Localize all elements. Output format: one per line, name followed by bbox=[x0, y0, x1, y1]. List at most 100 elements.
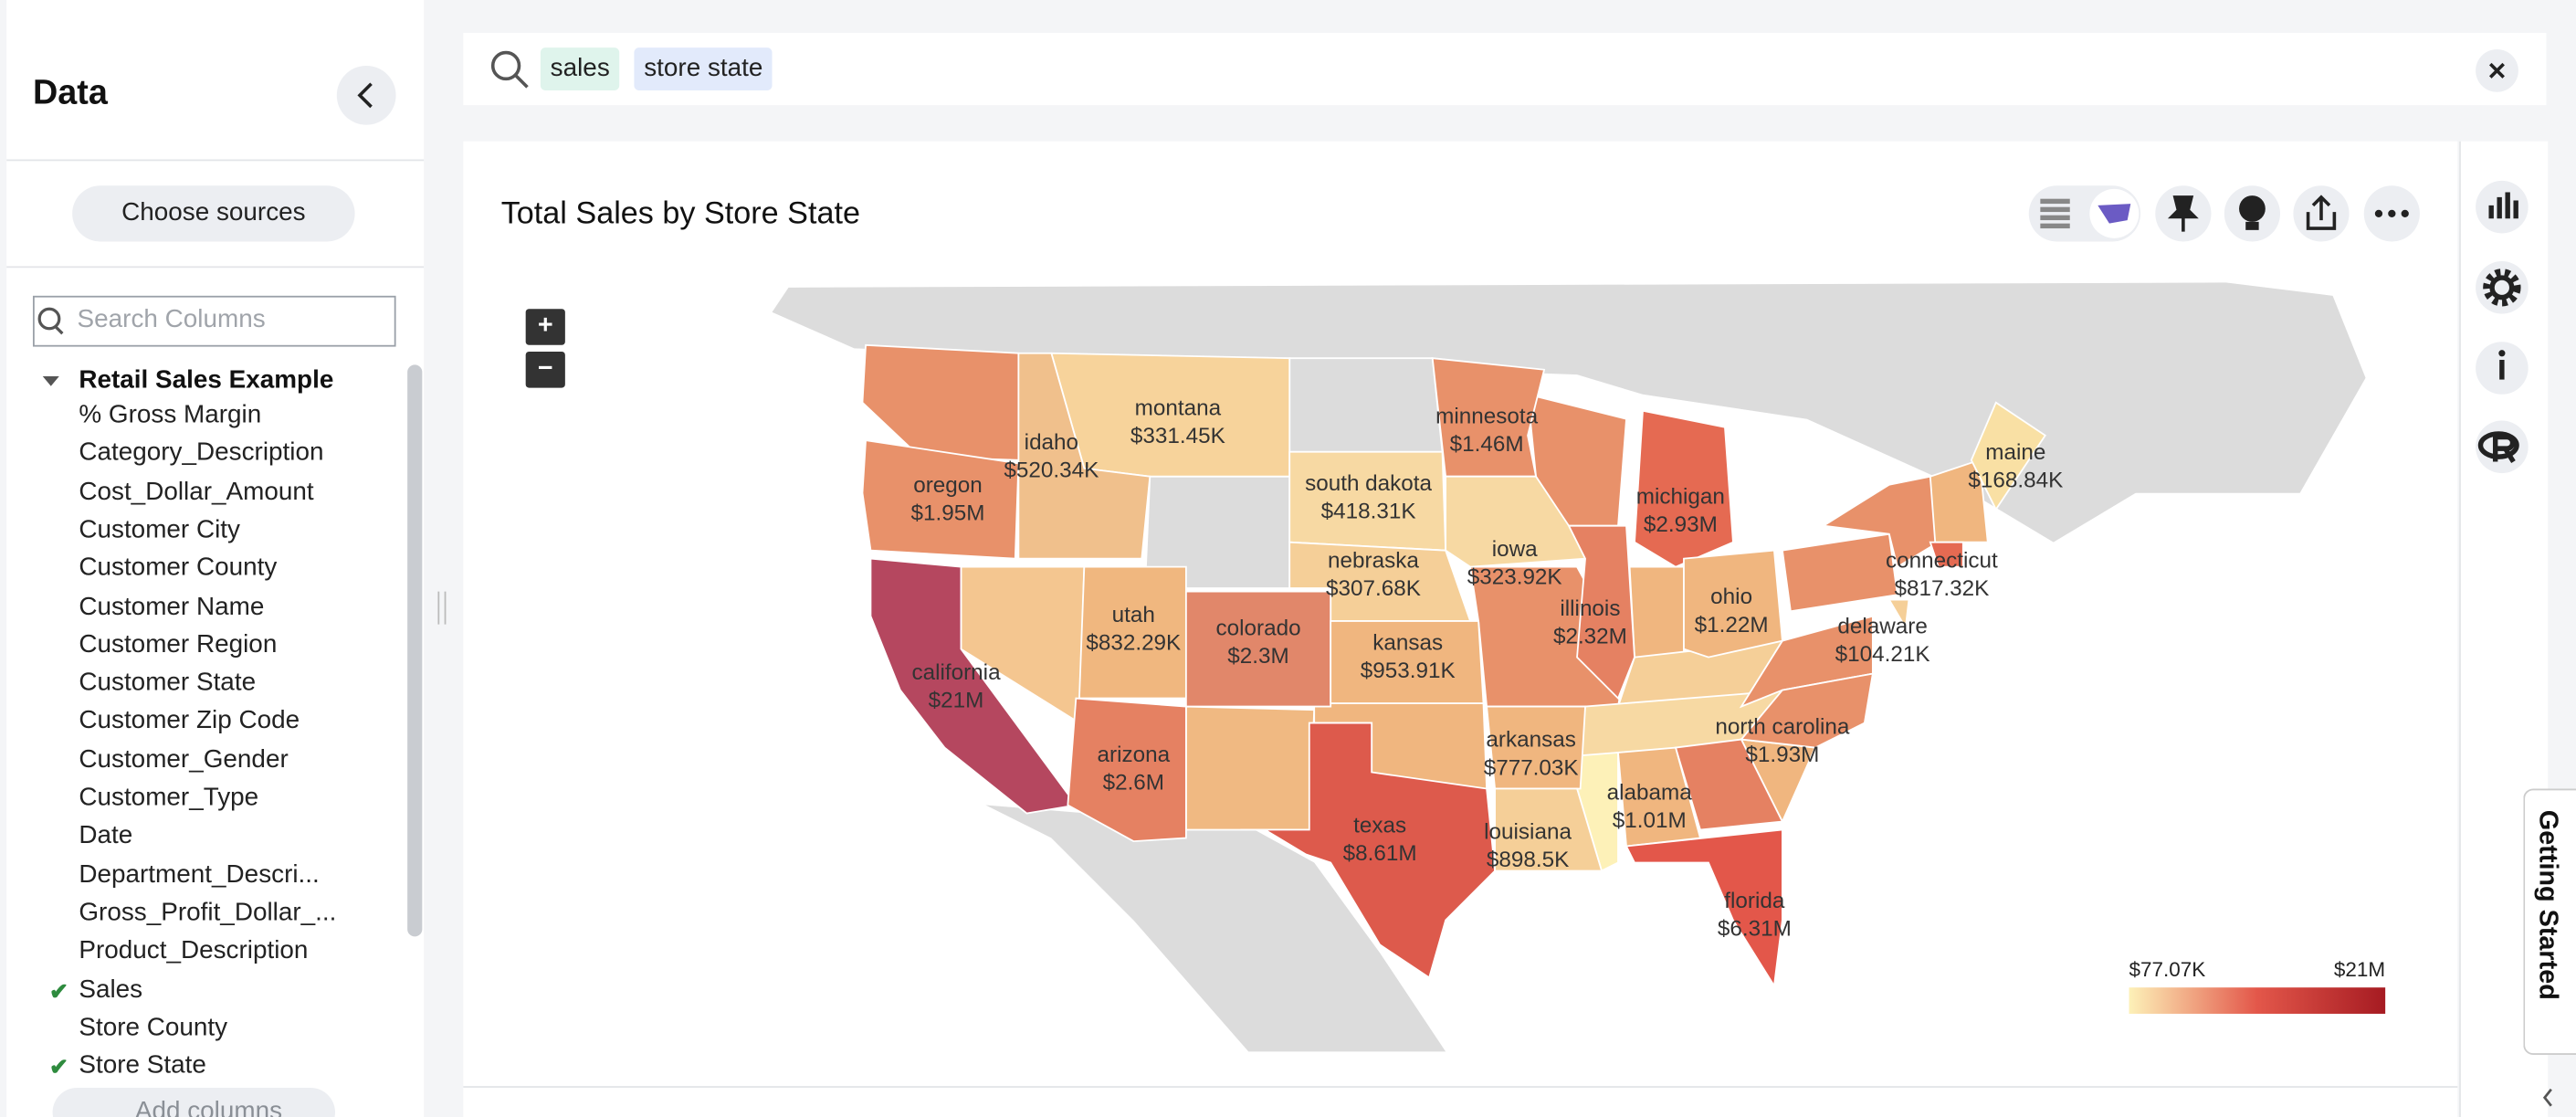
state bbox=[1929, 541, 1964, 568]
column-item[interactable]: Customer City bbox=[79, 515, 240, 544]
r-letter bbox=[2492, 434, 2516, 463]
state-name: north carolina bbox=[1715, 714, 1850, 739]
scrollbar bbox=[407, 364, 423, 937]
state-name: idaho bbox=[1025, 430, 1078, 455]
state-value: $104.21K bbox=[1835, 642, 1930, 667]
state-name: delaware bbox=[1837, 615, 1927, 639]
resize-handle[interactable] bbox=[437, 591, 447, 625]
state-value: $168.84K bbox=[1968, 469, 2063, 493]
search-token[interactable]: store state bbox=[634, 47, 773, 90]
clear-icon bbox=[2489, 62, 2505, 79]
column-item[interactable]: Store State bbox=[79, 1051, 206, 1080]
state bbox=[1683, 549, 1783, 659]
state-name: arizona bbox=[1098, 743, 1171, 767]
column-item[interactable]: Store County bbox=[79, 1013, 228, 1042]
state-value: $832.29K bbox=[1086, 631, 1181, 656]
state-value: $777.03K bbox=[1484, 755, 1579, 780]
state bbox=[1567, 524, 1635, 701]
search-columns-input[interactable]: Search Columns bbox=[32, 295, 396, 347]
state bbox=[1184, 590, 1332, 708]
state-name: oregon bbox=[913, 473, 983, 498]
collapse-button[interactable] bbox=[336, 65, 396, 125]
column-item[interactable]: Customer_Gender bbox=[79, 745, 289, 774]
table-icon bbox=[2040, 198, 2070, 229]
state-value: $418.31K bbox=[1321, 500, 1416, 524]
search-bar[interactable] bbox=[463, 32, 2547, 106]
state-name: texas bbox=[1353, 813, 1406, 838]
column-item[interactable]: Customer Name bbox=[79, 592, 265, 621]
map-icon bbox=[2098, 204, 2131, 224]
column-item[interactable]: Category_Description bbox=[79, 438, 324, 468]
placeholder: Search Columns bbox=[77, 305, 266, 334]
expand-arrow[interactable] bbox=[42, 375, 59, 386]
state bbox=[1486, 705, 1586, 790]
zoom-out[interactable]: − bbox=[525, 351, 565, 388]
column-item[interactable]: Sales bbox=[79, 975, 143, 1004]
state-name: iowa bbox=[1492, 537, 1538, 562]
getting-started-tab[interactable]: Getting Started bbox=[2523, 788, 2576, 1055]
legend-bar bbox=[2129, 987, 2386, 1014]
state-value: $2.93M bbox=[1644, 512, 1718, 537]
state-value: $2.32M bbox=[1553, 624, 1627, 648]
column-item[interactable]: Gross_Profit_Dollar_... bbox=[79, 898, 337, 927]
column-item[interactable]: Customer State bbox=[79, 669, 257, 697]
state-value: $1.22M bbox=[1695, 613, 1769, 638]
state-value: $6.31M bbox=[1718, 917, 1792, 942]
mexico bbox=[985, 805, 1446, 1052]
column-item[interactable]: Cost_Dollar_Amount bbox=[79, 477, 314, 506]
state-value: $21M bbox=[929, 689, 984, 713]
state-name: connecticut bbox=[1886, 549, 1998, 574]
collapse-arrow[interactable] bbox=[2542, 1088, 2552, 1107]
state bbox=[1740, 672, 1874, 749]
column-item[interactable]: Customer County bbox=[79, 553, 278, 583]
state-name: maine bbox=[1985, 440, 2045, 465]
state-name: florida bbox=[1724, 889, 1785, 913]
state-name: kansas bbox=[1372, 631, 1443, 656]
column-item[interactable]: Product_Description bbox=[79, 936, 309, 965]
search-token[interactable]: sales bbox=[540, 47, 620, 90]
selected-check: ✔ bbox=[48, 1053, 69, 1080]
r-icon bbox=[2477, 431, 2519, 459]
divider bbox=[6, 159, 425, 162]
choose-sources-button[interactable]: Choose sources bbox=[72, 185, 355, 242]
column-item[interactable]: % Gross Margin bbox=[79, 400, 262, 429]
state bbox=[1781, 532, 1898, 613]
state bbox=[1288, 357, 1444, 453]
toolbar bbox=[2155, 185, 2420, 242]
state-value: $953.91K bbox=[1361, 659, 1456, 683]
states bbox=[861, 343, 2047, 989]
column-item[interactable]: Customer Region bbox=[79, 630, 278, 659]
state bbox=[869, 557, 1078, 815]
state-value: $2.3M bbox=[1227, 644, 1288, 669]
add-columns-button[interactable]: Add columns bbox=[52, 1087, 335, 1117]
state-value: $8.61M bbox=[1343, 841, 1417, 866]
column-item[interactable]: Date bbox=[79, 822, 133, 850]
bulb-icon bbox=[2239, 195, 2266, 222]
source-name[interactable]: Retail Sales Example bbox=[79, 366, 334, 395]
state-name: utah bbox=[1112, 603, 1155, 627]
state bbox=[1240, 722, 1497, 979]
state-name: illinois bbox=[1560, 596, 1620, 621]
legend-min: $77.07K bbox=[2129, 958, 2206, 981]
column-item[interactable]: Customer Zip Code bbox=[79, 707, 300, 735]
panel-title: Data bbox=[32, 73, 108, 112]
state bbox=[1431, 357, 1546, 478]
state bbox=[1970, 401, 2047, 511]
zoom-in[interactable]: + bbox=[525, 309, 565, 345]
chart-title: Total Sales by Store State bbox=[500, 196, 861, 232]
state bbox=[1184, 705, 1316, 831]
state-value: $331.45K bbox=[1130, 424, 1225, 448]
share-icon bbox=[2306, 195, 2337, 230]
info-icon bbox=[2498, 350, 2506, 380]
column-item[interactable]: Department_Descri... bbox=[79, 859, 320, 889]
state bbox=[1330, 620, 1485, 704]
rail-icons bbox=[2476, 180, 2529, 474]
state-name: louisiana bbox=[1484, 819, 1572, 844]
state bbox=[1887, 598, 1910, 630]
column-item[interactable]: Customer_Type bbox=[79, 784, 259, 812]
divider bbox=[463, 1086, 2458, 1088]
state-name: minnesota bbox=[1435, 404, 1538, 428]
